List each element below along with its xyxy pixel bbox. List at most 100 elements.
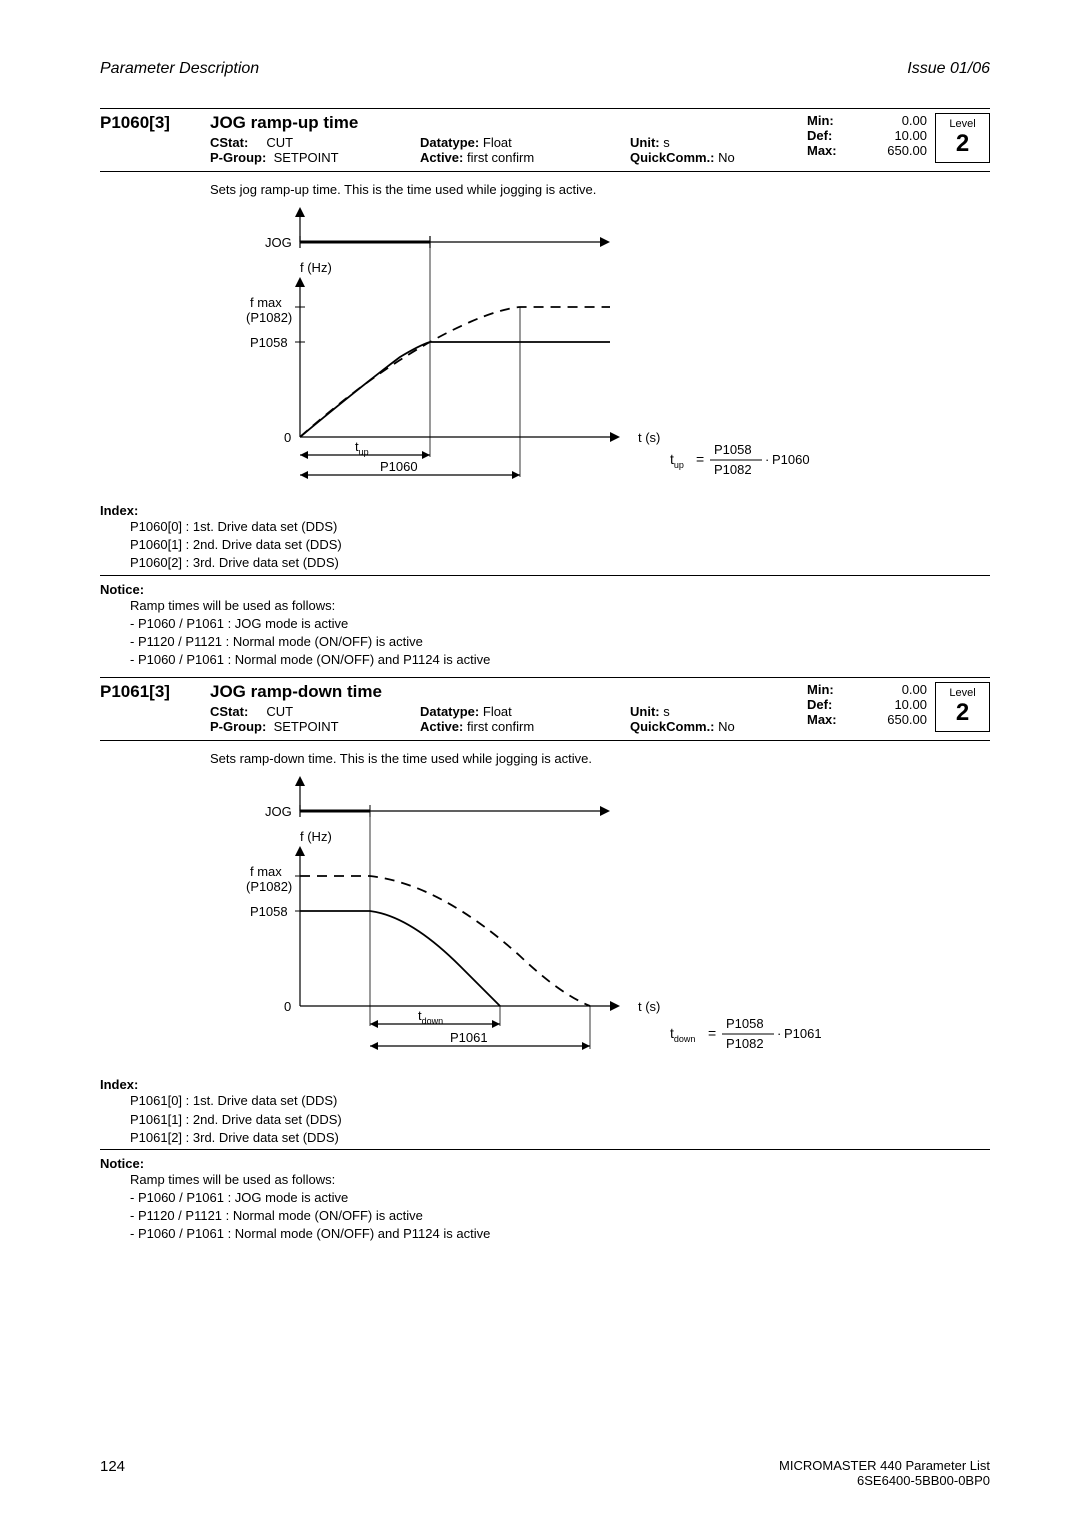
param-id: P1061[3] — [100, 682, 210, 702]
cstat-val: CUT — [266, 704, 293, 719]
header-left: Parameter Description — [100, 60, 259, 78]
param-id: P1060[3] — [100, 113, 210, 133]
svg-text:f (Hz): f (Hz) — [300, 260, 332, 275]
svg-text:(P1082): (P1082) — [246, 879, 292, 894]
svg-text:tup: tup — [670, 451, 684, 470]
notice-line: - P1060 / P1061 : Normal mode (ON/OFF) a… — [130, 1225, 990, 1243]
unit-val: s — [663, 135, 670, 150]
ramp-down-chart: JOG f (Hz) t (s) 0 f max (P1082) P1058 — [240, 776, 990, 1069]
active-label: Active: — [420, 150, 463, 165]
svg-text:P1082: P1082 — [714, 462, 752, 477]
param-desc: Sets ramp-down time. This is the time us… — [210, 751, 990, 766]
svg-text:·: · — [777, 1026, 781, 1041]
min-val: 0.00 — [902, 113, 927, 128]
max-val: 650.00 — [887, 712, 927, 727]
max-val: 650.00 — [887, 143, 927, 158]
notice-line: Ramp times will be used as follows: — [130, 597, 990, 615]
svg-text:f max: f max — [250, 864, 282, 879]
svg-text:P1082: P1082 — [726, 1036, 764, 1051]
unit-label: Unit: — [630, 135, 660, 150]
index-line: P1060[1] : 2nd. Drive data set (DDS) — [130, 536, 990, 554]
svg-text:tdown: tdown — [670, 1025, 695, 1044]
index-line: P1061[2] : 3rd. Drive data set (DDS) — [130, 1129, 990, 1147]
svg-text:JOG: JOG — [265, 804, 292, 819]
svg-text:0: 0 — [284, 999, 291, 1014]
pgroup-label: P-Group: — [210, 150, 266, 165]
svg-text:P1058: P1058 — [250, 904, 288, 919]
min-label: Min: — [807, 113, 834, 128]
notice-body: Ramp times will be used as follows: - P1… — [130, 1171, 990, 1244]
svg-text:t (s): t (s) — [638, 999, 660, 1014]
max-label: Max: — [807, 143, 837, 158]
def-val: 10.00 — [894, 128, 927, 143]
svg-text:tup: tup — [355, 439, 369, 457]
index-line: P1060[2] : 3rd. Drive data set (DDS) — [130, 554, 990, 572]
datatype-val: Float — [483, 135, 512, 150]
active-label: Active: — [420, 719, 463, 734]
qc-val: No — [718, 150, 735, 165]
notice-label: Notice: — [100, 1156, 990, 1171]
svg-text:P1058: P1058 — [714, 442, 752, 457]
max-label: Max: — [807, 712, 837, 727]
svg-text:=: = — [708, 1025, 716, 1041]
svg-text:P1058: P1058 — [726, 1016, 764, 1031]
index-line: P1060[0] : 1st. Drive data set (DDS) — [130, 518, 990, 536]
index-line: P1061[0] : 1st. Drive data set (DDS) — [130, 1092, 990, 1110]
def-val: 10.00 — [894, 697, 927, 712]
param-title: JOG ramp-down time — [210, 682, 807, 702]
svg-text:(P1082): (P1082) — [246, 310, 292, 325]
level-box: Level 2 — [935, 682, 990, 732]
header-right: Issue 01/06 — [907, 60, 990, 78]
notice-body: Ramp times will be used as follows: - P1… — [130, 597, 990, 670]
qc-label: QuickComm.: — [630, 719, 715, 734]
index-body: P1061[0] : 1st. Drive data set (DDS) P10… — [130, 1092, 990, 1147]
index-body: P1060[0] : 1st. Drive data set (DDS) P10… — [130, 518, 990, 573]
svg-text:JOG: JOG — [265, 235, 292, 250]
notice-line: - P1120 / P1121 : Normal mode (ON/OFF) i… — [130, 1207, 990, 1225]
svg-text:=: = — [696, 451, 704, 467]
cstat-val: CUT — [266, 135, 293, 150]
param-header: P1061[3] JOG ramp-down time CStat: CUT D… — [100, 677, 990, 741]
qc-label: QuickComm.: — [630, 150, 715, 165]
def-label: Def: — [807, 128, 832, 143]
cstat-label: CStat: — [210, 704, 248, 719]
unit-label: Unit: — [630, 704, 660, 719]
notice-line: - P1060 / P1061 : Normal mode (ON/OFF) a… — [130, 651, 990, 669]
svg-text:·: · — [765, 452, 769, 467]
footer-line1: MICROMASTER 440 Parameter List — [779, 1458, 990, 1473]
active-val: first confirm — [467, 719, 534, 734]
param-title: JOG ramp-up time — [210, 113, 807, 133]
param-p1061: P1061[3] JOG ramp-down time CStat: CUT D… — [100, 677, 990, 1243]
svg-text:t (s): t (s) — [638, 430, 660, 445]
notice-line: - P1060 / P1061 : JOG mode is active — [130, 1189, 990, 1207]
datatype-val: Float — [483, 704, 512, 719]
notice-label: Notice: — [100, 582, 990, 597]
qc-val: No — [718, 719, 735, 734]
cstat-label: CStat: — [210, 135, 248, 150]
level-box: Level 2 — [935, 113, 990, 163]
ramp-up-chart: JOG f (Hz) t (s) 0 f max (P1082) P1058 — [240, 207, 990, 495]
page-header: Parameter Description Issue 01/06 — [100, 60, 990, 78]
level-num: 2 — [936, 130, 989, 158]
param-header: P1060[3] JOG ramp-up time CStat: CUT Dat… — [100, 108, 990, 172]
def-label: Def: — [807, 697, 832, 712]
svg-text:P1060: P1060 — [772, 452, 810, 467]
notice-line: - P1060 / P1061 : JOG mode is active — [130, 615, 990, 633]
datatype-label: Datatype: — [420, 135, 479, 150]
divider — [100, 575, 990, 576]
notice-line: - P1120 / P1121 : Normal mode (ON/OFF) i… — [130, 633, 990, 651]
divider — [100, 1149, 990, 1150]
level-label: Level — [936, 118, 989, 130]
level-label: Level — [936, 687, 989, 699]
svg-text:P1061: P1061 — [450, 1030, 488, 1045]
page-number: 124 — [100, 1458, 125, 1488]
active-val: first confirm — [467, 150, 534, 165]
pgroup-val: SETPOINT — [274, 150, 339, 165]
svg-text:f max: f max — [250, 295, 282, 310]
index-label: Index: — [100, 1077, 990, 1092]
min-val: 0.00 — [902, 682, 927, 697]
param-p1060: P1060[3] JOG ramp-up time CStat: CUT Dat… — [100, 108, 990, 669]
svg-text:P1061: P1061 — [784, 1026, 822, 1041]
page-footer: 124 MICROMASTER 440 Parameter List 6SE64… — [100, 1458, 990, 1488]
limits: Min:0.00 Def:10.00 Max:650.00 — [807, 682, 927, 727]
